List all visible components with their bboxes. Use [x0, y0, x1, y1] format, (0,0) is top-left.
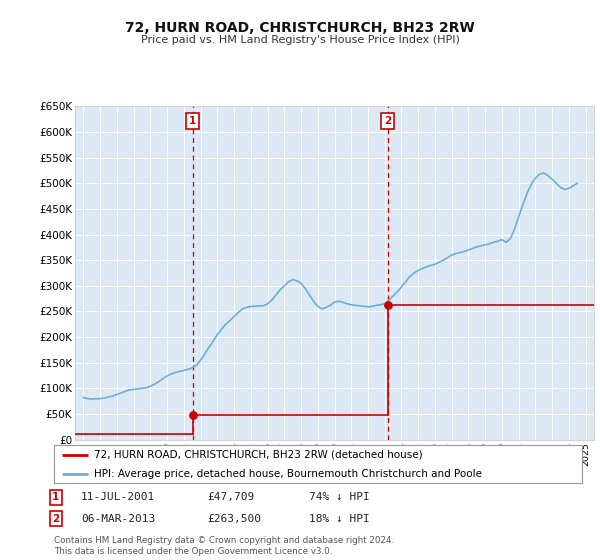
Text: 74% ↓ HPI: 74% ↓ HPI: [309, 492, 370, 502]
Text: 2: 2: [384, 116, 391, 127]
Text: 2: 2: [52, 514, 59, 524]
Text: 72, HURN ROAD, CHRISTCHURCH, BH23 2RW: 72, HURN ROAD, CHRISTCHURCH, BH23 2RW: [125, 21, 475, 35]
Text: HPI: Average price, detached house, Bournemouth Christchurch and Poole: HPI: Average price, detached house, Bour…: [94, 469, 482, 479]
Text: £47,709: £47,709: [207, 492, 254, 502]
Text: £263,500: £263,500: [207, 514, 261, 524]
Text: 1: 1: [52, 492, 59, 502]
Text: Price paid vs. HM Land Registry's House Price Index (HPI): Price paid vs. HM Land Registry's House …: [140, 35, 460, 45]
Text: 1: 1: [189, 116, 196, 127]
Text: 18% ↓ HPI: 18% ↓ HPI: [309, 514, 370, 524]
Text: 06-MAR-2013: 06-MAR-2013: [81, 514, 155, 524]
Text: 72, HURN ROAD, CHRISTCHURCH, BH23 2RW (detached house): 72, HURN ROAD, CHRISTCHURCH, BH23 2RW (d…: [94, 450, 422, 460]
Point: [188, 410, 197, 419]
Point: [383, 300, 392, 309]
Text: 11-JUL-2001: 11-JUL-2001: [81, 492, 155, 502]
Text: Contains HM Land Registry data © Crown copyright and database right 2024.
This d: Contains HM Land Registry data © Crown c…: [54, 536, 394, 556]
